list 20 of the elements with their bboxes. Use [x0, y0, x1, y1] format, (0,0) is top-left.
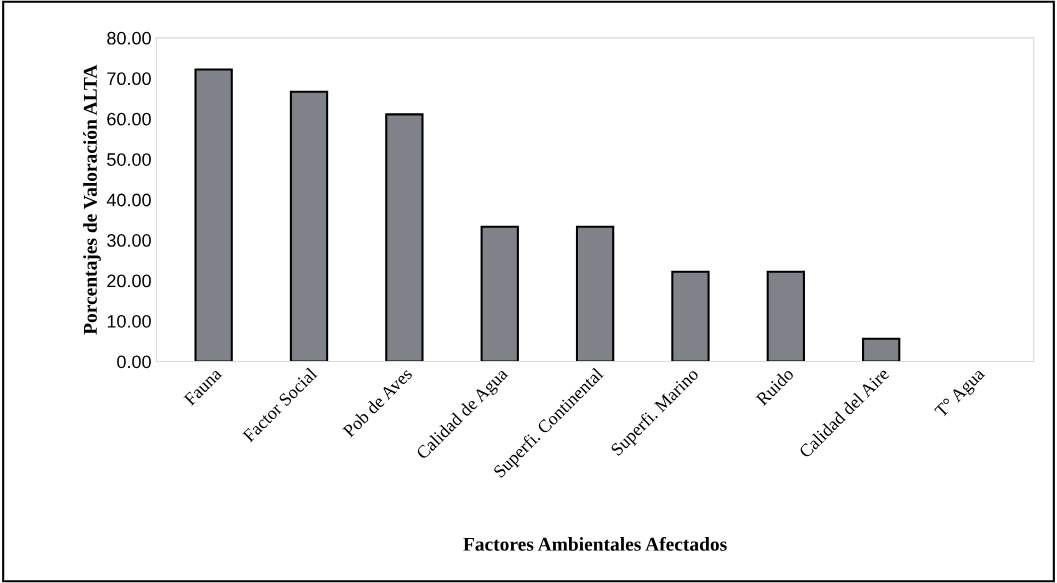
y-tick-label: 40.00 [106, 193, 151, 207]
x-axis-title: Factores Ambientales Afectados [463, 536, 727, 551]
bar [862, 337, 901, 362]
bar [480, 225, 519, 362]
x-tick-label: Pob de Aves [341, 366, 413, 438]
bar [385, 113, 424, 362]
y-tick-label: 20.00 [107, 274, 151, 288]
y-tick-label: 50.00 [107, 153, 151, 166]
bar [289, 90, 329, 362]
y-tick-label: 80.00 [107, 31, 151, 45]
y-tick-label: 60.00 [107, 112, 151, 126]
y-axis-title: Porcentajes de Valoración ALTA [83, 64, 101, 335]
y-tick-label: 30.00 [107, 234, 151, 247]
y-tick-label: 10.00 [107, 314, 151, 328]
bar [575, 225, 615, 362]
bar [671, 270, 710, 362]
bar [194, 68, 233, 362]
bar [766, 270, 805, 362]
y-tick-label: 70.00 [107, 72, 151, 86]
y-tick-label: 0.00 [117, 355, 151, 369]
